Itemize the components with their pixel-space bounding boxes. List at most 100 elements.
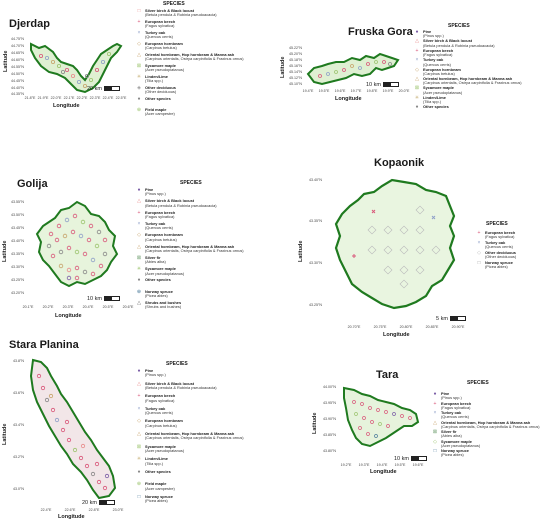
legend-symbol-icon: ● xyxy=(137,277,141,284)
x-tick: 19.2°E xyxy=(340,463,352,467)
legend-symbol-icon: ⊠ xyxy=(136,443,142,450)
legend-symbol-icon: ⊠ xyxy=(432,429,438,435)
legend-species-name: Linden/Lime xyxy=(423,94,446,100)
legend-species-name: European beech xyxy=(145,209,176,215)
y-tick: 43.6°N xyxy=(12,391,24,395)
legend-scientific-name: (Tilia spp.) xyxy=(145,78,164,84)
legend-symbol-icon: ● xyxy=(433,391,437,397)
legend-species-name: Turkey oak xyxy=(423,57,444,63)
legend-symbol-icon: ✳ xyxy=(136,74,142,80)
legend-symbol-icon: ◇ xyxy=(137,232,141,239)
x-tick: 22.6°E xyxy=(64,508,76,512)
legend-symbol-icon: △ xyxy=(137,380,141,387)
legend-scientific-name: (Fagus sylvatica) xyxy=(145,23,175,29)
legend-symbol-icon: + xyxy=(137,393,141,400)
y-tick: 44.75°N xyxy=(10,37,24,41)
legend-species-name: Norway spruce xyxy=(485,260,513,265)
legend-scientific-name: (Pinus spp.) xyxy=(423,33,444,39)
legend-symbol-icon: □ xyxy=(137,494,141,500)
legend-species-name: Turkey oak xyxy=(441,410,462,415)
legend-scientific-name: (Carpinus betulus) xyxy=(145,422,177,428)
legend-scientific-name: (Carpinus orientalis, Ostrya carpinifoli… xyxy=(441,423,540,429)
legend-species-name: Oriental hornbeam, Hop hornbeam & Manna … xyxy=(423,76,513,81)
legend-species-name: Oriental hornbeam, Hop hornbeam & Manna … xyxy=(145,243,235,249)
legend-symbol-icon: ◇ xyxy=(415,66,419,73)
x-tick: 21.9°E xyxy=(37,96,49,100)
legend-species-name: Sycamore maple xyxy=(423,85,454,91)
legend-symbol-icon: × xyxy=(415,57,419,64)
legend-title: SPECIES xyxy=(180,180,202,186)
y-tick: 43.0°N xyxy=(12,487,24,491)
legend-species-name: Silver birch & Black locust xyxy=(145,380,195,386)
legend-species-name: Field maple xyxy=(145,107,167,112)
legend-symbol-icon: ● xyxy=(415,29,419,35)
legend-species-name: European beech xyxy=(145,19,176,24)
y-tick: 45.14°N xyxy=(288,70,302,74)
legend-scientific-name: (Quercus cerris) xyxy=(145,410,173,416)
y-tick: 44.40°N xyxy=(10,86,24,90)
legend-symbol-icon: ● xyxy=(415,104,419,111)
x-axis-label: Longitude xyxy=(53,103,80,109)
legend-symbol-icon: ◈ xyxy=(137,85,141,91)
legend-symbol-icon: ● xyxy=(137,368,141,374)
x-tick: 19.6°E xyxy=(412,463,424,467)
y-tick: 45.20°N xyxy=(288,52,302,56)
x-tick: 20.85°E xyxy=(425,325,439,329)
legend-scientific-name: (Quercus cerris) xyxy=(441,414,469,420)
x-axis-label: Longitude xyxy=(370,469,397,475)
legend-scientific-name: (Betula pendula & Robinia pseudoacacia) xyxy=(145,202,217,208)
x-tick: 22.3°E xyxy=(89,96,101,100)
x-tick: 20.6°E xyxy=(122,305,134,309)
x-tick: 20.75°E xyxy=(373,325,387,329)
x-tick: 23.0°E xyxy=(112,508,124,512)
legend-species-name: Norway spruce xyxy=(145,288,173,294)
legend-title: SPECIES xyxy=(448,23,470,29)
y-tick: 43.8°N xyxy=(12,359,24,363)
legend-scientific-name: (Fagus sylvatica) xyxy=(423,52,453,58)
legend-symbol-icon: □ xyxy=(477,260,481,266)
legend-species-name: Turkey oak xyxy=(485,240,506,245)
y-tick: 44.60°N xyxy=(10,58,24,62)
x-tick: 19.9°E xyxy=(382,89,394,93)
area-outline xyxy=(29,358,117,500)
legend-symbol-icon: □ xyxy=(433,448,437,454)
legend-scientific-name: (Fagus sylvatica) xyxy=(145,397,175,403)
legend-symbol-icon: ● xyxy=(137,468,141,475)
legend-scientific-name: (Fagus sylvatica) xyxy=(485,234,515,240)
y-tick: 45.10°N xyxy=(288,82,302,86)
legend-species-name: European hornbeam xyxy=(145,418,183,424)
legend-species-name: European beech xyxy=(423,47,454,53)
legend-scientific-name: (Picea abies) xyxy=(441,452,464,458)
x-tick: 19.3°E xyxy=(358,463,370,467)
legend-scientific-name: (Fagus sylvatica) xyxy=(441,404,471,410)
legend-symbol-icon: + xyxy=(415,47,419,54)
x-tick: 20.0°E xyxy=(398,89,410,93)
area-outline xyxy=(306,52,400,86)
legend-symbol-icon: ⊕ xyxy=(136,288,142,295)
area-outline xyxy=(343,386,420,448)
map-plot xyxy=(29,358,117,500)
map-plot xyxy=(30,42,123,94)
y-tick: 44.45°N xyxy=(10,79,24,83)
legend-species-name: Silver birch & Black locust xyxy=(145,8,195,13)
legend-species-name: Pine xyxy=(441,391,450,396)
legend-species-name: Sycamore maple xyxy=(145,443,176,449)
legend-scientific-name: (Pinus spp.) xyxy=(145,191,166,197)
legend-species-name: Pine xyxy=(145,368,154,373)
legend-scientific-name: (Quercus cerris) xyxy=(423,61,451,67)
legend-species-name: Other deciduous xyxy=(145,85,176,90)
y-tick: 43.40°N xyxy=(308,178,322,182)
legend-symbol-icon: □ xyxy=(137,8,141,14)
legend-species-name: Silver fir xyxy=(145,254,161,260)
y-tick: 43.95°N xyxy=(322,401,336,405)
x-tick: 20.5°E xyxy=(102,305,114,309)
y-tick: 43.45°N xyxy=(10,226,24,230)
x-tick: 19.4°E xyxy=(302,89,314,93)
map-plot xyxy=(343,386,420,448)
legend-scientific-name: (Shrubs and bushes) xyxy=(145,304,182,310)
legend-scientific-name: (Picea abies) xyxy=(145,498,168,504)
y-tick: 43.50°N xyxy=(10,213,24,217)
legend-scientific-name: (Quercus cerris) xyxy=(485,244,513,250)
legend-symbol-icon: ◇ xyxy=(137,41,141,47)
legend-scientific-name: (Acer pseudoplatanus) xyxy=(145,270,185,276)
